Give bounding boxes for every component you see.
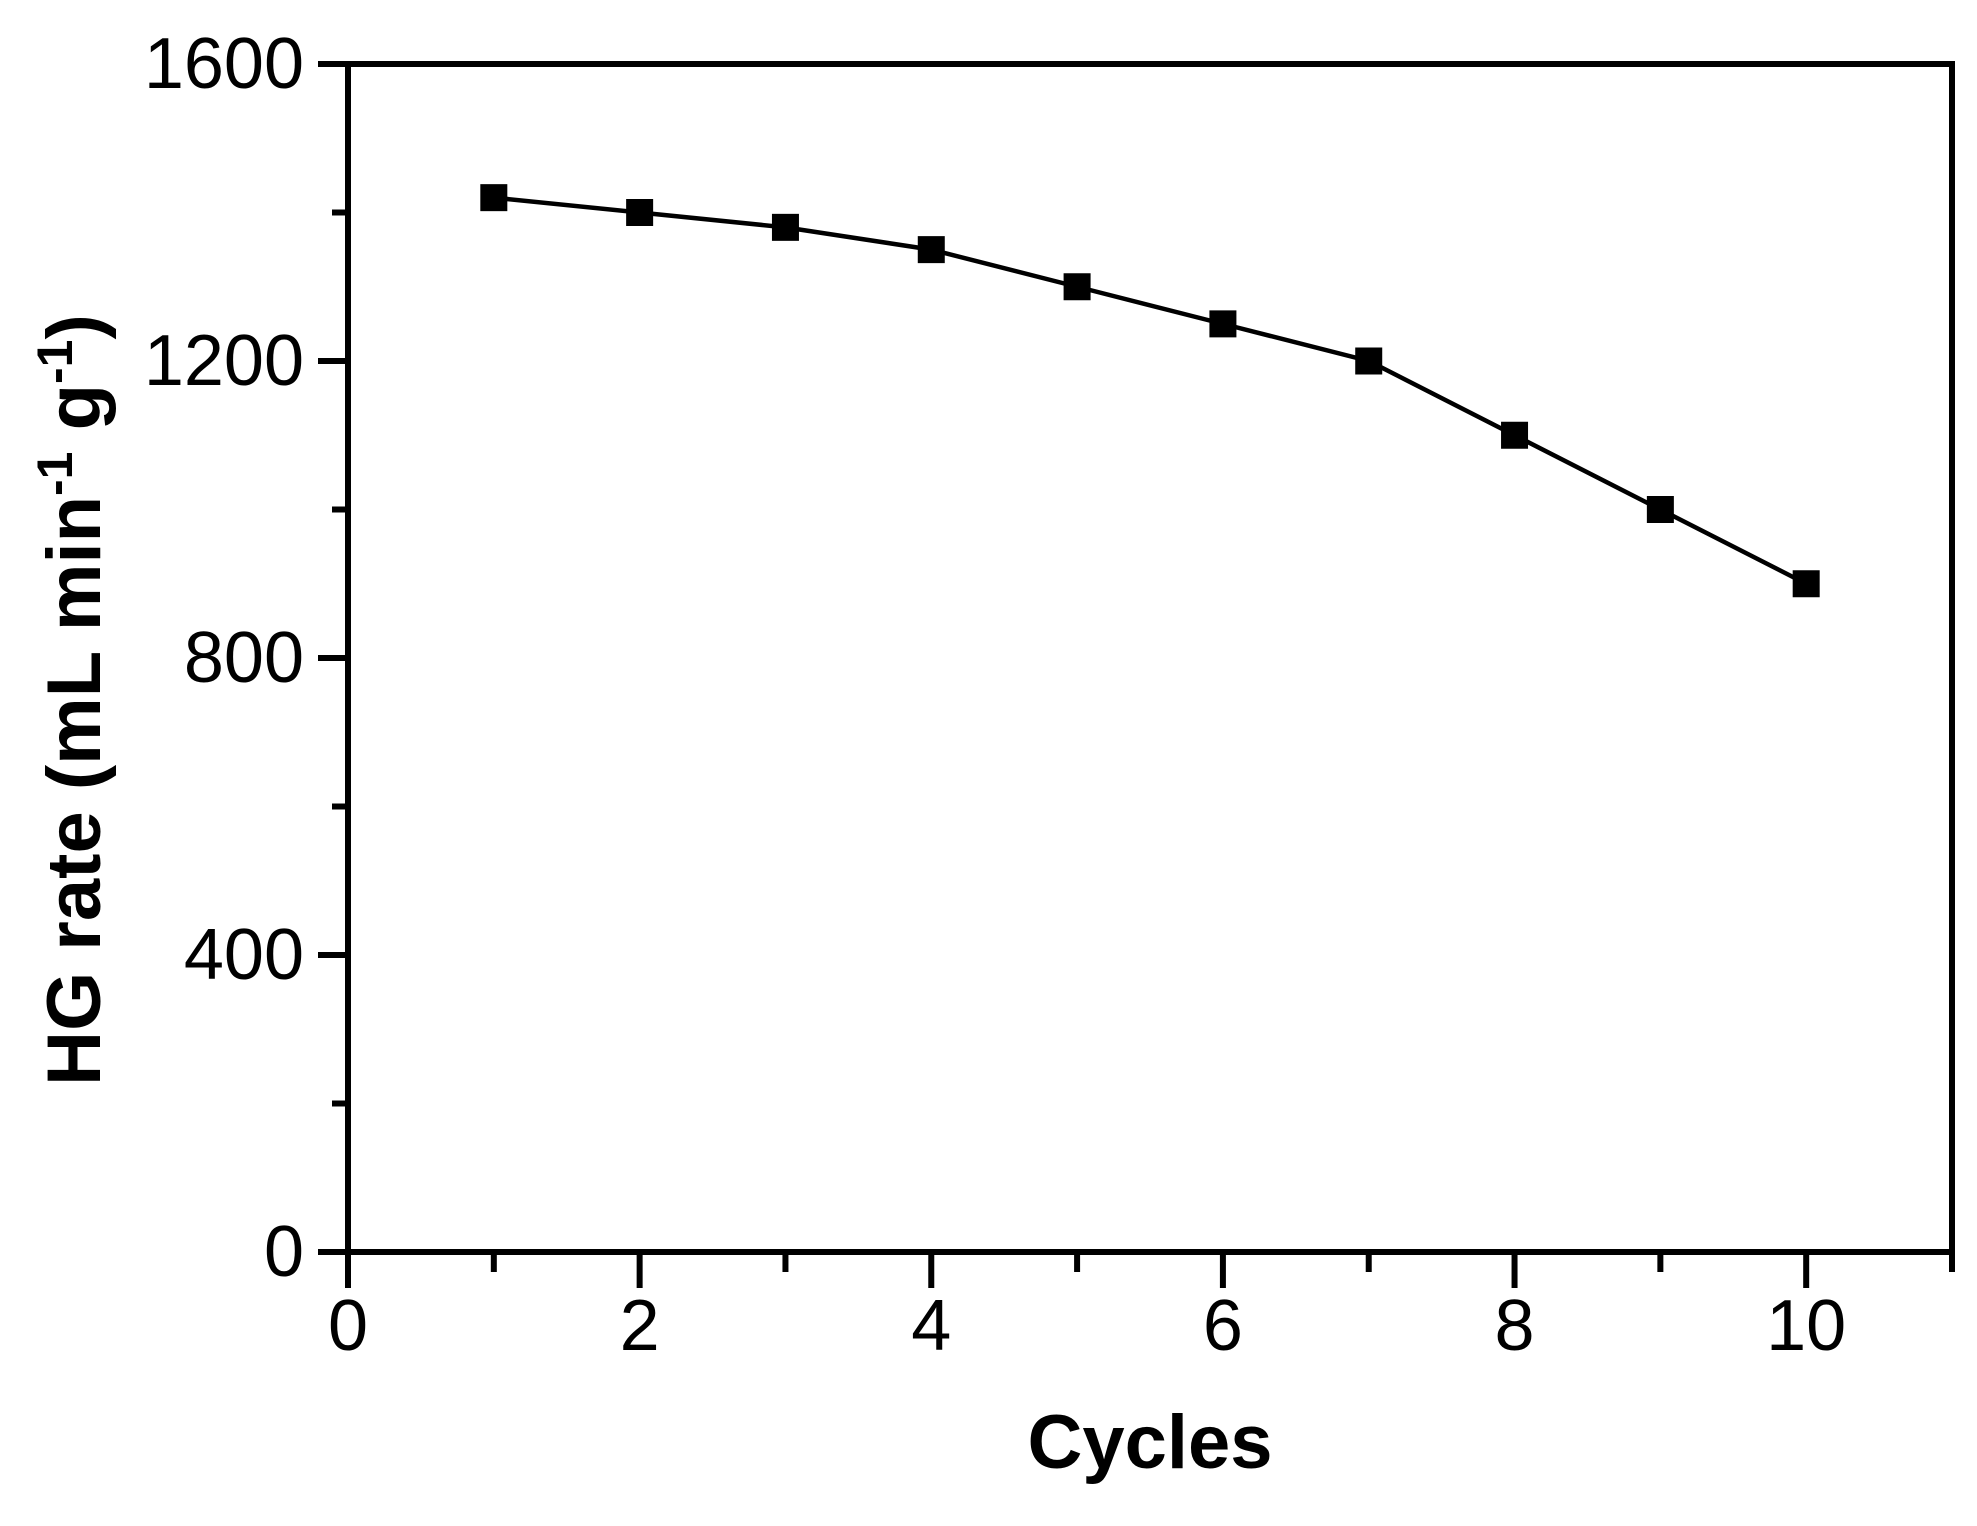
x-tick-label: 10 [1766, 1286, 1846, 1366]
data-line [493, 195, 1808, 586]
x-tick-label: 2 [620, 1286, 660, 1366]
y-tick-label: 0 [264, 1212, 304, 1292]
x-axis-title: Cycles [1027, 1400, 1272, 1485]
x-tick-label: 8 [1495, 1286, 1535, 1366]
data-point [1646, 496, 1674, 523]
y-tick-label: 1600 [144, 24, 304, 104]
data-point [1209, 310, 1237, 338]
data-point [1063, 273, 1091, 301]
data-point [480, 184, 508, 212]
x-tick-label: 0 [328, 1286, 368, 1366]
data-point [771, 213, 799, 241]
y-tick-label: 800 [184, 618, 304, 698]
plot-frame [345, 61, 1955, 1255]
data-point [917, 236, 945, 264]
data-point [1501, 421, 1529, 449]
x-tick-label: 6 [1203, 1286, 1243, 1366]
y-axis-title: HG rate (mL min-1 g-1) [27, 314, 117, 1086]
chart-root: 0 2 4 6 8 10 0 400 800 1200 1600 Cycles HG rate (mL … [27, 24, 1955, 1485]
y-tick-label: 1200 [144, 321, 304, 401]
x-tick-label: 4 [911, 1286, 951, 1366]
data-point [1355, 347, 1383, 375]
data-point [1792, 570, 1820, 598]
data-point [626, 199, 654, 226]
y-tick-label: 400 [184, 915, 304, 995]
